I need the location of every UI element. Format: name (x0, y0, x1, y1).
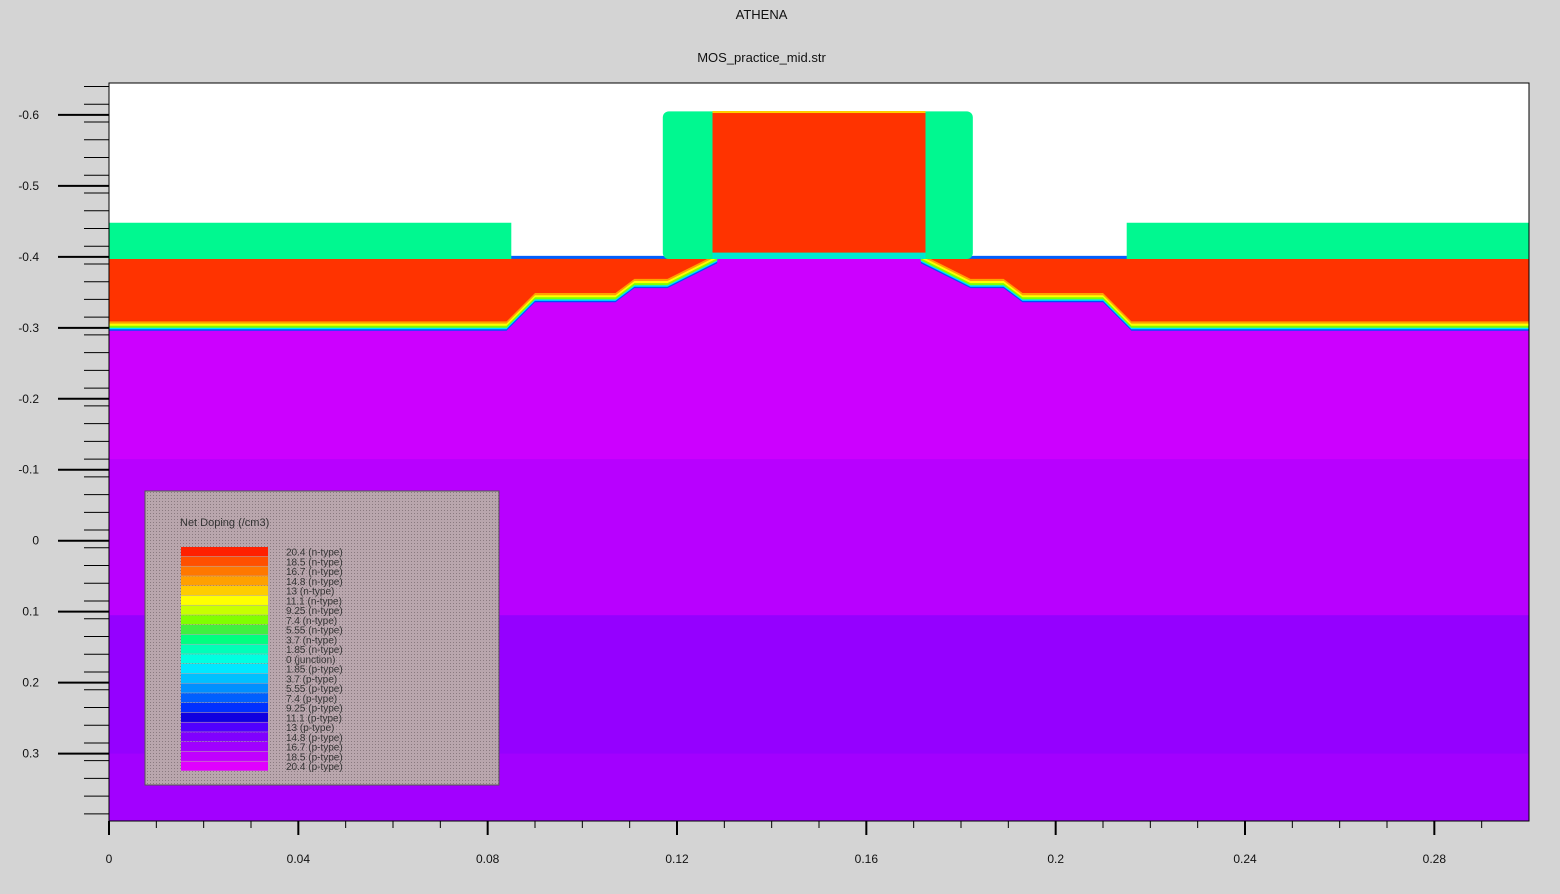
y-tick-label: -0.2 (18, 392, 39, 406)
oxide-right (1126, 222, 1529, 259)
legend: Net Doping (/cm3) 20.4 (n-type)18.5 (n-ty… (144, 490, 500, 786)
legend-swatch (181, 547, 268, 557)
legend-swatch (181, 654, 268, 664)
legend-label: 18.5 (n-type) (286, 557, 343, 568)
legend-label: 7.4 (p-type) (286, 694, 337, 705)
legend-title: Net Doping (/cm3) (180, 517, 269, 529)
legend-label: 3.7 (n-type) (286, 635, 337, 646)
legend-label: 16.7 (p-type) (286, 743, 343, 754)
legend-swatch (181, 664, 268, 674)
poly-gate (712, 111, 926, 253)
legend-swatch (181, 712, 268, 722)
legend-label: 5.55 (p-type) (286, 684, 343, 695)
legend-swatch (181, 722, 268, 732)
y-tick-label: 0.2 (22, 676, 39, 690)
oxide-left (109, 222, 512, 259)
x-tick-label: 0.24 (1233, 852, 1257, 866)
x-tick-label: 0.16 (855, 852, 879, 866)
legend-swatch (181, 644, 268, 654)
legend-swatch (181, 673, 268, 683)
legend-label: 13 (p-type) (286, 723, 334, 734)
legend-swatch (181, 703, 268, 713)
legend-label: 1.85 (n-type) (286, 645, 343, 656)
app-title: ATHENA (735, 7, 788, 22)
legend-label: 7.4 (n-type) (286, 616, 337, 627)
legend-swatch (181, 751, 268, 761)
x-tick-label: 0 (106, 852, 113, 866)
y-tick-label: -0.4 (18, 250, 39, 264)
legend-swatch (181, 634, 268, 644)
x-tick-label: 0.04 (287, 852, 311, 866)
y-tick-label: 0 (32, 534, 39, 548)
legend-swatch (181, 556, 268, 566)
x-tick-label: 0.12 (665, 852, 689, 866)
x-tick-label: 0.08 (476, 852, 500, 866)
legend-label: 1.85 (p-type) (286, 665, 343, 676)
legend-label: 20.4 (n-type) (286, 548, 343, 559)
nplus-contour-right-5 (920, 254, 1529, 322)
gate-oxide (712, 252, 926, 259)
poly-gate-top-edge (712, 111, 926, 114)
y-tick-label: 0.1 (22, 605, 39, 619)
legend-label: 9.25 (p-type) (286, 704, 343, 715)
legend-label: 14.8 (p-type) (286, 733, 343, 744)
nplus-contour-left-5 (109, 254, 718, 322)
legend-label: 11.1 (n-type) (286, 596, 342, 607)
y-tick-label: -0.1 (18, 463, 39, 477)
legend-swatch (181, 761, 268, 771)
plot-title: MOS_practice_mid.str (697, 50, 826, 65)
legend-label: 20.4 (p-type) (286, 762, 343, 773)
legend-swatch (181, 615, 268, 625)
legend-label: 16.7 (n-type) (286, 567, 343, 578)
y-tick-label: 0.3 (22, 747, 39, 761)
x-tick-label: 0.2 (1047, 852, 1064, 866)
legend-swatch (181, 693, 268, 703)
y-tick-label: -0.6 (18, 108, 39, 122)
legend-label: 9.25 (n-type) (286, 606, 343, 617)
y-tick-label: -0.5 (18, 179, 39, 193)
legend-swatch (181, 732, 268, 742)
legend-swatch (181, 586, 268, 596)
legend-swatch (181, 576, 268, 586)
x-tick-label: 0.28 (1423, 852, 1447, 866)
legend-swatch (181, 625, 268, 635)
legend-swatch (181, 742, 268, 752)
legend-label: 5.55 (n-type) (286, 626, 343, 637)
legend-swatch (181, 595, 268, 605)
legend-label: 13 (n-type) (286, 587, 334, 598)
legend-label: 0 (junction) (286, 655, 335, 666)
legend-label: 18.5 (p-type) (286, 752, 343, 763)
legend-swatch (181, 683, 268, 693)
y-tick-label: -0.3 (18, 321, 39, 335)
legend-swatch (181, 605, 268, 615)
legend-label: 11.1 (p-type) (286, 713, 342, 724)
legend-label: 3.7 (p-type) (286, 674, 337, 685)
legend-swatch (181, 566, 268, 576)
legend-label: 14.8 (n-type) (286, 577, 343, 588)
